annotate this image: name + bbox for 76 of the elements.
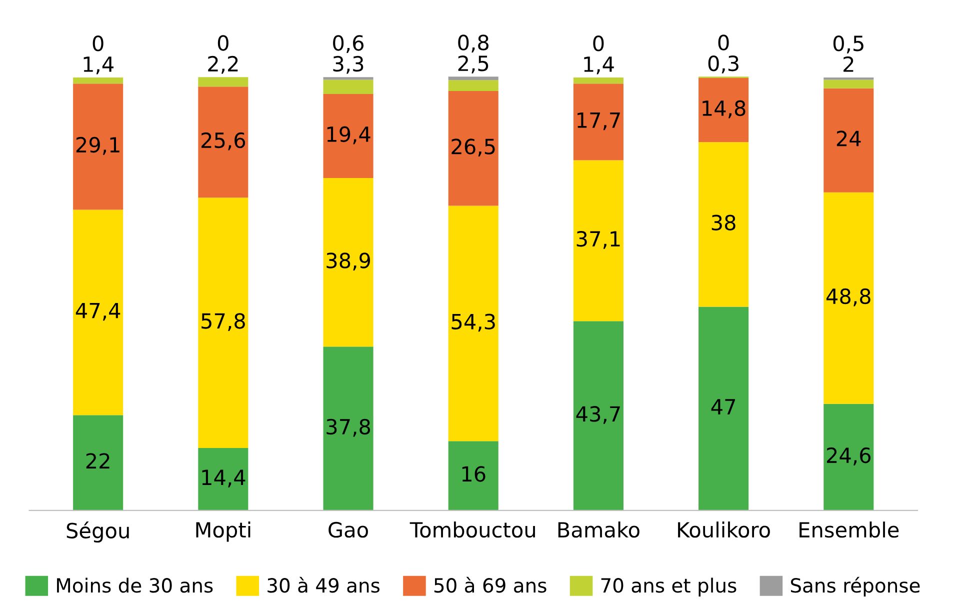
data-label: 19,4 xyxy=(327,126,370,144)
bar xyxy=(698,142,749,307)
bar xyxy=(73,78,124,84)
legend-label: 70 ans et plus xyxy=(601,578,736,597)
x-tick-label: Gao xyxy=(328,522,368,538)
bar xyxy=(323,346,374,510)
x-tick-label: Koulikoro xyxy=(678,522,770,538)
data-label: 1,4 xyxy=(584,56,614,74)
bar xyxy=(448,76,498,80)
x-tick-label: Ensemble xyxy=(800,522,899,538)
bar xyxy=(573,78,624,84)
x-tick-label: Mopti xyxy=(196,522,250,542)
bar xyxy=(448,90,498,206)
bar xyxy=(198,448,248,510)
bar xyxy=(73,210,124,416)
bar xyxy=(824,80,874,88)
bar xyxy=(573,84,624,160)
data-label: 14,4 xyxy=(202,470,246,488)
legend-label: 50 à 69 ans xyxy=(434,576,546,593)
data-label: 2 xyxy=(844,56,854,72)
data-label: 57,8 xyxy=(202,313,245,331)
data-label: 0 xyxy=(92,36,104,52)
data-label: 26,5 xyxy=(452,138,495,157)
bar xyxy=(698,306,749,510)
bar xyxy=(323,178,374,347)
data-label: 29,1 xyxy=(76,136,120,155)
data-label: 22 xyxy=(86,453,110,469)
data-label: 25,6 xyxy=(202,132,246,150)
data-label: 47,4 xyxy=(76,302,120,321)
data-label: 2,2 xyxy=(208,56,238,74)
legend-label: Sans réponse xyxy=(790,576,920,597)
data-label: 0 xyxy=(718,34,729,50)
x-tick-label: Bamako xyxy=(558,522,640,538)
data-label: 43,7 xyxy=(576,406,620,424)
bar xyxy=(698,78,749,142)
data-label: 0,5 xyxy=(833,36,864,54)
bar xyxy=(824,88,874,192)
bar xyxy=(198,86,248,198)
bar xyxy=(323,77,374,80)
bar xyxy=(573,321,624,510)
bar xyxy=(824,192,874,404)
bar xyxy=(73,84,124,210)
bar xyxy=(448,80,498,91)
data-label: 14,8 xyxy=(702,100,746,118)
data-label: 1,4 xyxy=(84,56,114,74)
data-label: 2,5 xyxy=(458,55,488,74)
x-tick-label: Ségou xyxy=(66,522,129,543)
bar xyxy=(198,198,248,448)
data-label: 48,8 xyxy=(826,288,870,306)
data-label: 37,1 xyxy=(576,230,620,249)
data-label: 24,6 xyxy=(826,447,871,466)
data-label: 17,7 xyxy=(578,112,620,130)
data-label: 16 xyxy=(462,466,486,482)
data-label: 0,6 xyxy=(333,35,364,53)
data-label: 37,8 xyxy=(326,418,370,437)
bar xyxy=(573,160,624,322)
bar xyxy=(448,206,498,442)
data-label: 0,8 xyxy=(458,34,488,53)
data-label: 0 xyxy=(218,35,228,51)
bar xyxy=(323,94,374,178)
data-label: 24 xyxy=(836,130,861,146)
data-label: 0 xyxy=(593,36,604,52)
data-label: 0,3 xyxy=(708,55,738,74)
bar xyxy=(323,80,374,94)
x-tick-label: Tombouctou xyxy=(410,522,535,538)
data-label: 38 xyxy=(712,214,736,230)
bar xyxy=(73,415,124,510)
bar xyxy=(198,77,248,87)
legend-label: Moins de 30 ans xyxy=(57,578,213,593)
data-label: 38,9 xyxy=(326,252,370,271)
data-label: 3,3 xyxy=(333,56,364,74)
legend-label: 30 à 49 ans xyxy=(268,576,380,593)
data-label: 47 xyxy=(711,399,736,414)
bar xyxy=(448,441,498,510)
bar xyxy=(824,404,874,510)
data-label: 54,3 xyxy=(452,314,495,332)
